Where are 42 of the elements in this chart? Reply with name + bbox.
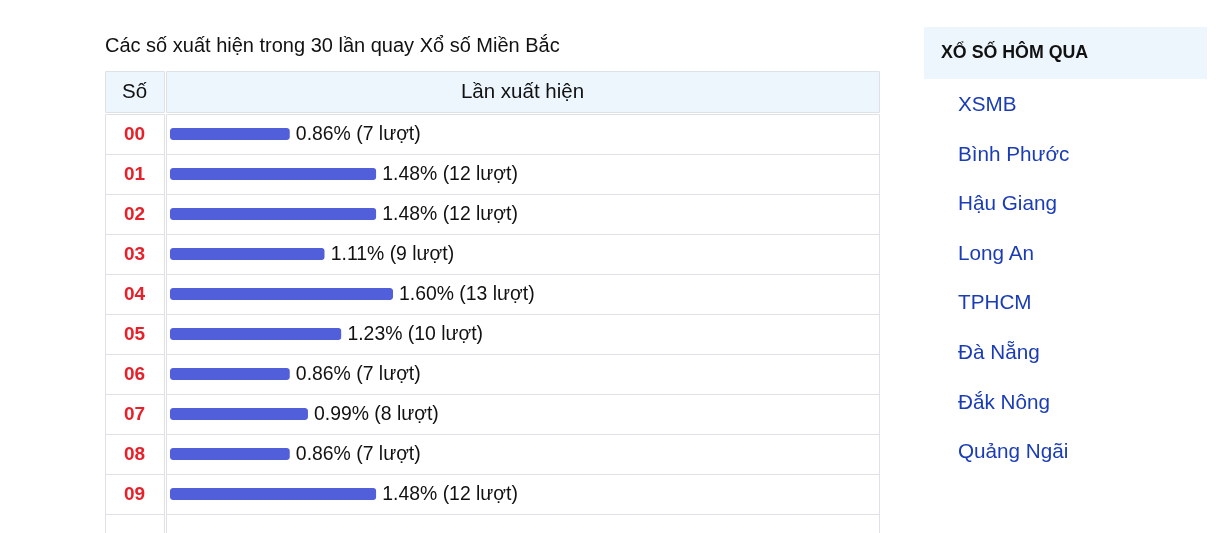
- text: Long An: [958, 240, 1034, 264]
- y-tick-label: 04: [123, 283, 146, 304]
- text: Đà Nẵng: [958, 340, 1040, 363]
- text: XỔ SỐ HÔM QUA: [941, 41, 1089, 62]
- text: XSMB: [958, 92, 1017, 115]
- data-label: 1.23% (10 lượt): [347, 322, 484, 344]
- text: Quảng Ngãi: [958, 439, 1069, 463]
- data-label: 0.86% (7 lượt): [295, 122, 421, 144]
- y-tick-label: 02: [123, 203, 146, 224]
- bar: [170, 368, 290, 380]
- text: Hậu Giang: [958, 191, 1057, 215]
- chart-title: Các số xuất hiện trong 30 lần quay Xổ số Miền Bắc: [105, 34, 560, 56]
- bar: [170, 248, 325, 260]
- data-label: 1.48% (12 lượt): [382, 482, 518, 504]
- text: TPHCM: [958, 290, 1032, 314]
- x-axis-title: Lần xuất hiện: [460, 78, 585, 102]
- data-label: 0.99% (8 lượt): [313, 402, 439, 424]
- bar: [170, 408, 308, 420]
- y-tick-label: 01: [123, 163, 146, 184]
- text: Đắk Nông: [958, 389, 1050, 413]
- data-label: 1.48% (12 lượt): [382, 162, 518, 184]
- y-tick-label: 00: [123, 123, 146, 144]
- bar: [170, 168, 377, 180]
- bar: [170, 488, 377, 500]
- bar: [170, 208, 377, 220]
- bar: [170, 328, 342, 340]
- data-label: 1.11% (9 lượt): [330, 242, 455, 264]
- data-label: 1.48% (12 lượt): [382, 202, 518, 224]
- data-label: 0.86% (7 lượt): [295, 442, 421, 464]
- y-axis-title: Số: [121, 78, 148, 102]
- y-tick-label: 06: [123, 363, 146, 384]
- bar: [170, 128, 290, 140]
- text: Bình Phước: [958, 141, 1070, 165]
- data-label: 1.60% (13 lượt): [399, 282, 535, 304]
- bar: [170, 448, 290, 460]
- y-tick-label: 05: [123, 323, 146, 344]
- y-tick-label: 08: [123, 443, 146, 464]
- y-tick-label: 07: [123, 403, 146, 424]
- y-tick-label: 03: [123, 243, 146, 264]
- data-label: 0.86% (7 lượt): [295, 362, 421, 384]
- bar: [170, 288, 393, 300]
- y-tick-label: 09: [123, 483, 146, 504]
